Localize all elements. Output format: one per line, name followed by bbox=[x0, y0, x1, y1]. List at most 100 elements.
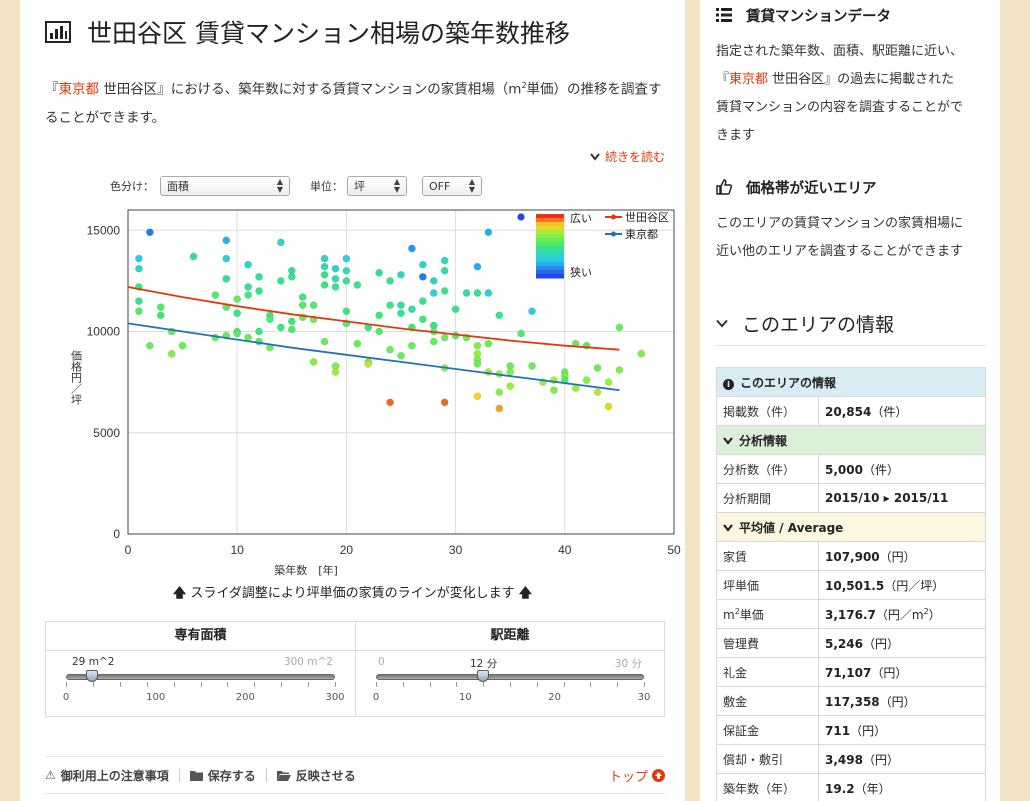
intro-prefecture-link[interactable]: 東京都 bbox=[58, 81, 100, 98]
data-point bbox=[440, 266, 449, 275]
slider-tick bbox=[483, 682, 485, 687]
row-key: m2単価 bbox=[716, 599, 819, 629]
arrow-circle-up-icon bbox=[652, 768, 665, 782]
unit-select[interactable]: 坪 ▲ ▼ bbox=[347, 176, 407, 196]
data-point bbox=[495, 311, 504, 320]
warning-icon: ⚠ bbox=[45, 768, 56, 782]
slider-tick-label: 100 bbox=[146, 692, 166, 703]
unit-part: ） bbox=[928, 607, 941, 622]
data-point bbox=[397, 351, 405, 360]
section-label: このエリアの情報 bbox=[740, 375, 837, 390]
table-row: 償却・敷引 3,498（円） bbox=[716, 744, 986, 774]
row-key: 築年数（年） bbox=[716, 773, 819, 801]
color-scale-swatch bbox=[536, 214, 564, 219]
data-point bbox=[484, 228, 493, 237]
data-text-prefecture[interactable]: 東京都 bbox=[729, 72, 769, 87]
data-point bbox=[178, 341, 187, 350]
near-text-line: このエリアの賃貸マンションの家賃相場に bbox=[716, 216, 964, 231]
data-point bbox=[287, 317, 296, 326]
legend-entry-label: 東京都 bbox=[625, 227, 658, 241]
data-point bbox=[604, 402, 613, 411]
slider-note: 🡅 スライダ調整により坪単価の家賃のラインが変化します 🡅 bbox=[20, 582, 685, 606]
row-key: 敷金 bbox=[716, 686, 819, 716]
divider bbox=[265, 768, 267, 782]
x-axis-label: 築年数 [年] bbox=[274, 563, 338, 577]
data-point bbox=[451, 305, 460, 314]
color-by-select[interactable]: 面積 ▲ ▼ bbox=[160, 176, 290, 196]
caution-link[interactable]: ⚠ 御利用上の注意事項 bbox=[45, 767, 169, 784]
near-area-text: このエリアの賃貸マンションの家賃相場に 近い他のエリアを調査することができます bbox=[716, 210, 986, 266]
value-unit: （円） bbox=[879, 694, 916, 709]
save-link[interactable]: 保存する bbox=[189, 767, 256, 784]
sliders-panel: 専有面積 29 m^2 300 m^2 0 100 200 300 駅距離 0 12 … bbox=[45, 621, 665, 717]
sidebar: 賃貸マンションデータ 指定された築年数、面積、駅距離に近い、 『東京都 世田谷区… bbox=[700, 0, 1000, 801]
key-sup: 2 bbox=[734, 606, 740, 616]
x-tick-label: 30 bbox=[449, 543, 463, 557]
data-point bbox=[386, 301, 394, 310]
data-text-line: きます bbox=[716, 128, 756, 143]
data-point bbox=[473, 289, 482, 297]
divider bbox=[178, 768, 180, 782]
data-point bbox=[495, 404, 504, 413]
toggle-select[interactable]: OFF ▲ ▼ bbox=[422, 176, 482, 196]
area-info-heading[interactable]: このエリアの情報 bbox=[716, 302, 986, 346]
row-key: 分析数（件） bbox=[716, 454, 819, 484]
reflect-link[interactable]: 反映させる bbox=[276, 767, 356, 784]
distance-slider-handle[interactable] bbox=[477, 670, 490, 682]
y-tick-label: 15000 bbox=[87, 223, 121, 237]
key-part: m bbox=[723, 607, 735, 622]
slider-tick-label: 0 bbox=[372, 692, 380, 703]
top-link[interactable]: トップ bbox=[609, 766, 665, 785]
slider-tick bbox=[617, 682, 619, 687]
intro-middle: 世田谷区』における、築年数に対する賃貸マンションの家賃相場（m bbox=[99, 81, 522, 98]
data-point bbox=[375, 327, 384, 336]
color-scale-low-label: 狭い bbox=[570, 266, 592, 279]
chevron-down-icon bbox=[590, 152, 600, 161]
table-section-row[interactable]: 平均値 / Average bbox=[716, 512, 986, 542]
read-more-link[interactable]: 続きを読む bbox=[590, 148, 665, 165]
slider-tick bbox=[456, 682, 458, 687]
data-point bbox=[255, 272, 263, 281]
data-point bbox=[255, 327, 263, 336]
data-point bbox=[418, 315, 427, 324]
data-point bbox=[408, 305, 416, 314]
page-title-text: 世田谷区 賃貸マンション相場の築年数推移 bbox=[87, 19, 570, 48]
trend-line bbox=[127, 286, 620, 351]
data-point bbox=[298, 301, 307, 310]
trend-line bbox=[127, 322, 620, 392]
slider-tick bbox=[146, 682, 148, 687]
row-value: 117,358（円） bbox=[818, 686, 986, 716]
caution-label: 御利用上の注意事項 bbox=[60, 768, 169, 783]
data-point bbox=[353, 281, 362, 289]
row-value: 2015/10 ▸ 2015/11 bbox=[818, 483, 986, 513]
value-number: 10,501.5 bbox=[825, 578, 885, 593]
intro-sup: 2 bbox=[521, 81, 527, 90]
select-arrows-icon: ▲ ▼ bbox=[393, 177, 400, 194]
chevron-down-icon bbox=[716, 319, 728, 328]
data-point bbox=[408, 244, 416, 253]
slider-tick bbox=[590, 682, 592, 687]
data-section-title[interactable]: 賃貸マンションデータ bbox=[746, 8, 891, 25]
near-area-title[interactable]: 価格帯が近いエリア bbox=[746, 180, 877, 197]
table-section-row[interactable]: 分析情報 bbox=[716, 425, 986, 455]
select-arrows-icon: ▲ ▼ bbox=[468, 177, 475, 194]
table-row: 築年数（年） 19.2（年） bbox=[716, 773, 986, 801]
data-point bbox=[418, 272, 427, 281]
data-point bbox=[495, 388, 504, 397]
slider-tick bbox=[173, 682, 175, 687]
distance-slider-min: 0 bbox=[378, 656, 385, 668]
area-slider-handle[interactable] bbox=[86, 670, 98, 682]
data-point bbox=[135, 264, 143, 273]
data-point bbox=[320, 254, 329, 263]
distance-slider-track[interactable] bbox=[376, 674, 644, 680]
intro-text: 『東京都 世田谷区』における、築年数に対する賃貸マンションの家賃相場（m2単価）… bbox=[45, 72, 665, 132]
data-point bbox=[222, 254, 231, 263]
row-value: 10,501.5（円／坪） bbox=[818, 570, 986, 600]
data-point bbox=[244, 283, 252, 291]
unit-sup: 2 bbox=[923, 606, 929, 616]
slider-tick bbox=[402, 682, 404, 687]
area-slider-track[interactable] bbox=[66, 674, 335, 680]
chevron-down-icon bbox=[723, 523, 733, 532]
table-section-row[interactable]: i このエリアの情報 bbox=[716, 367, 986, 397]
